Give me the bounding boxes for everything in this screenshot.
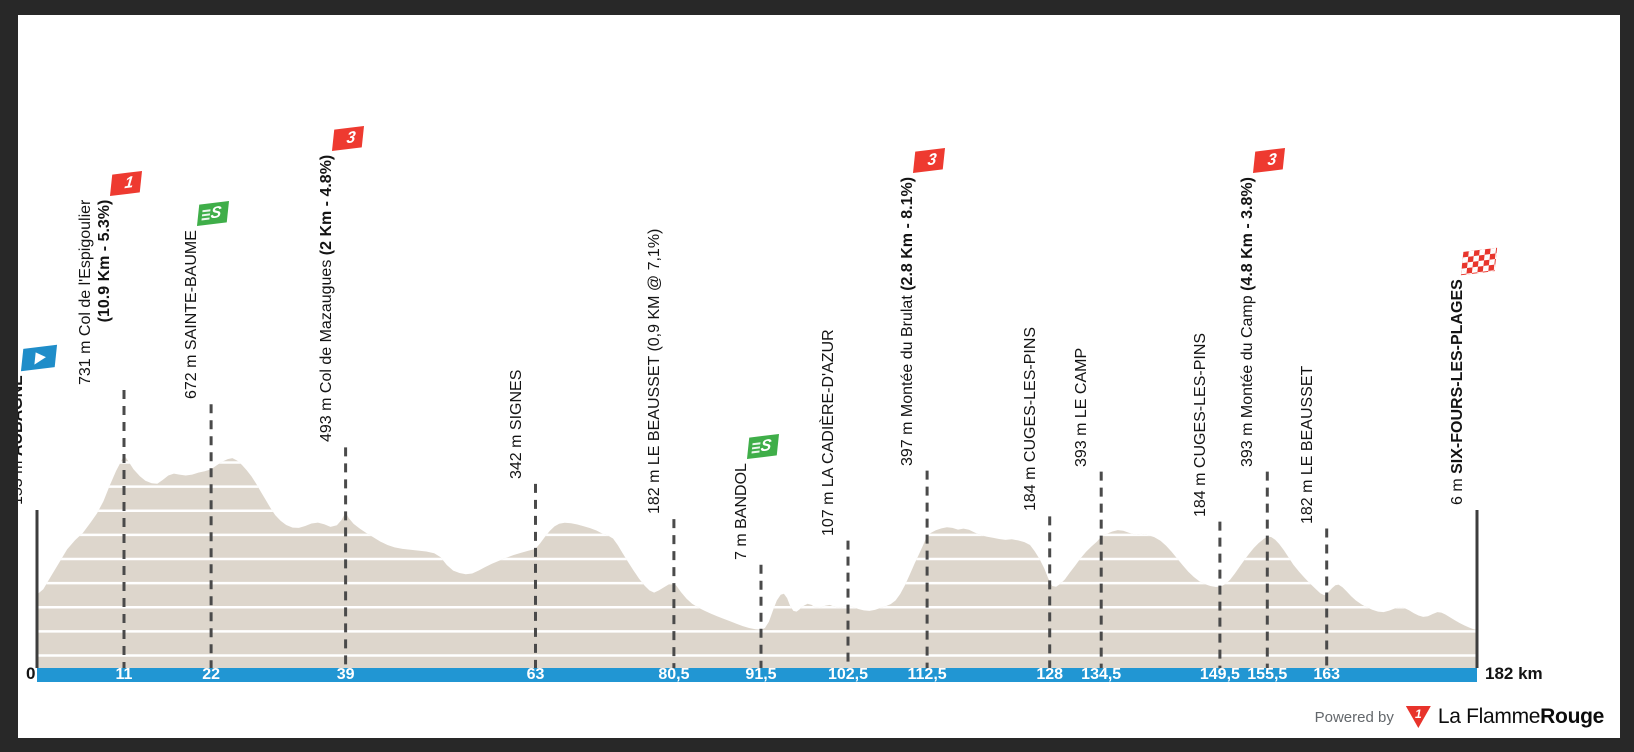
logo-digit: 1 [1414,707,1422,721]
la-flamme-rouge-logo-icon: 1 [1405,706,1431,728]
km-tick-label: 80,5 [658,666,690,683]
sprint-icon: S [197,201,230,227]
waypoint-label: 182 m LE BEAUSSET (0,9 KM @ 7,1%) [645,228,663,515]
waypoint-label: 731 m Col de l'Espigoulier (10.9 Km - 5.3… [77,199,113,385]
elevation-chart [35,390,1479,682]
waypoint-label: 672 m SAINTE-BAUME [183,230,201,400]
category-3-badge: 3 [913,147,946,173]
sprint-letter: S [209,203,223,223]
waypoint-label: 493 m Col de Mazaugues (2 Km - 4.8%) [317,155,335,443]
sprint-letter: S [759,436,773,455]
brand-regular: La Flamme [1437,705,1541,728]
category-1-badge: 1 [109,170,143,196]
start-flag-icon [20,344,58,372]
distance-bar [37,668,1477,682]
finish-flag-icon [1460,247,1498,276]
km-tick-label: 128 [1036,666,1064,683]
speed-lines [752,442,761,446]
category-number: 1 [123,172,135,192]
km-tick-label: 22 [202,666,220,683]
speed-lines [202,209,211,213]
axis-start-label: 0 [26,664,36,683]
km-tick-label: 112,5 [907,666,947,683]
axis-end-label: 182 km [1485,664,1543,683]
sprint-icon: S [746,433,780,459]
waypoint-label: 182 m LE BEAUSSET [1298,365,1316,524]
km-tick-label: 149,5 [1199,666,1240,683]
powered-by-text: Powered by [1314,708,1394,726]
category-number: 3 [345,128,356,148]
waypoint-label: 184 m CUGES-LES-PINS [1021,327,1039,512]
category-3-badge: 3 [1253,147,1286,173]
waypoint-label: 184 m CUGES-LES-PINS [1191,332,1209,517]
waypoint-label: 393 m Montée du Camp (4.8 Km - 3.8%) [1239,176,1257,467]
category-number: 3 [1266,150,1278,169]
km-tick-label: 91,5 [745,666,777,683]
profile-canvas: 153 m AUBAGNE 731 m Col de l'Espigoulier(… [18,15,1620,738]
powered-by-footer: Powered by 1 La FlammeRouge [1315,702,1604,732]
waypoint-label: 397 m Montée du Brulat (2.8 Km - 8.1%) [899,176,917,466]
terrain-area [37,455,1477,668]
km-tick-label: 163 [1313,666,1341,683]
waypoint-label: 7 m BANDOL [733,462,750,560]
km-tick-label: 63 [526,666,545,683]
waypoint-label: 393 m LE CAMP [1073,347,1091,467]
km-tick-label: 102,5 [827,666,869,683]
km-tick-label: 11 [115,666,133,683]
waypoint-label: 6 m SIX-FOURS-LES-PLAGES [1449,279,1466,505]
waypoint-label: 153 m AUBAGNE [18,375,26,505]
category-3-badge: 3 [331,126,364,152]
km-tick-label: 39 [336,666,355,683]
km-tick-label: 155,5 [1247,666,1288,683]
brand-bold: Rouge [1540,705,1604,728]
checker-pattern [1460,247,1498,276]
waypoint-label: 107 m LA CADIÈRE-D'AZUR [820,328,837,536]
start-triangle [33,351,47,365]
brand-name: La FlammeRouge [1438,705,1604,729]
waypoint-label: 342 m SIGNES [507,369,525,479]
category-number: 3 [926,149,938,169]
km-tick-label: 134,5 [1081,666,1122,683]
